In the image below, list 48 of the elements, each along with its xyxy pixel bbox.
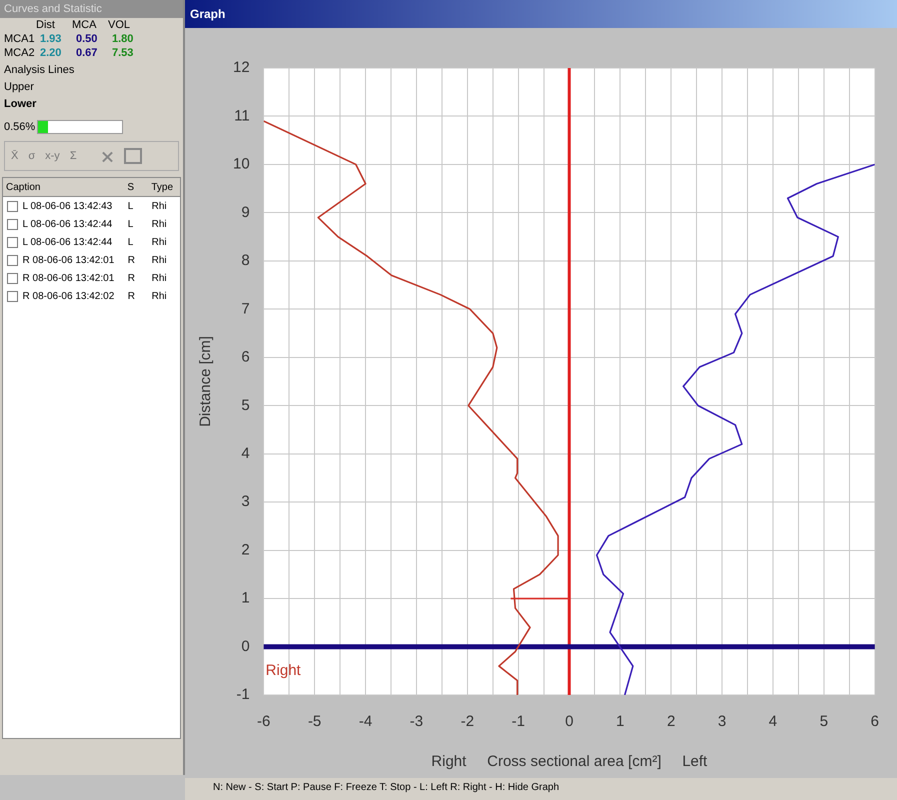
text: R 08-06-06 13:42:01 R Rhi bbox=[22, 254, 167, 266]
text: Upper bbox=[3, 80, 35, 94]
y-tick-label: -1 bbox=[236, 686, 250, 704]
text: R 08-06-06 13:42:02 R Rhi bbox=[22, 290, 167, 302]
text: Lower bbox=[3, 97, 38, 111]
y-tick-label: 5 bbox=[241, 396, 250, 414]
x-tick-label: 4 bbox=[768, 713, 778, 730]
x-tick-label: 5 bbox=[820, 713, 828, 730]
x-tick-label: 3 bbox=[718, 713, 726, 730]
text: X̄ σ x-y Σ bbox=[11, 150, 77, 162]
y-tick-label: 4 bbox=[241, 444, 250, 462]
y-tick-label: 12 bbox=[232, 59, 250, 76]
y-tick-label: 2 bbox=[241, 541, 250, 558]
y-tick-label: 9 bbox=[241, 204, 250, 221]
text: MCA2 2.20 0.67 7.53 bbox=[4, 47, 134, 59]
x-axis-title: Right Cross sectional area [cm²] Left bbox=[431, 753, 708, 770]
y-tick-label: 10 bbox=[232, 156, 250, 173]
x-tick-label: 1 bbox=[616, 713, 624, 730]
text: MCA1 1.93 0.50 1.80 bbox=[4, 33, 134, 45]
text: Analysis Lines bbox=[3, 63, 76, 77]
y-axis-title: Distance [cm] bbox=[197, 336, 214, 427]
text: L 08-06-06 13:42:44 L Rhi bbox=[22, 236, 167, 248]
text: Dist MCA VOL bbox=[36, 19, 130, 31]
x-tick-label: -5 bbox=[308, 713, 322, 730]
text: Curves and Statistic bbox=[0, 0, 183, 18]
y-tick-label: 7 bbox=[241, 300, 250, 318]
x-tick-label: -1 bbox=[512, 713, 525, 730]
x-tick-label: -2 bbox=[460, 713, 474, 730]
x-tick-label: -6 bbox=[257, 713, 270, 730]
text: L 08-06-06 13:42:43 L Rhi bbox=[22, 200, 167, 212]
text: N: New - S: Start P: Pause F: Freeze T: Stop - L: Left R: Right - H: Hide Graph bbox=[213, 782, 560, 793]
chart-title: Graph bbox=[185, 0, 897, 28]
y-tick-label: 3 bbox=[241, 493, 250, 510]
text: Caption S Type bbox=[6, 182, 174, 192]
x-tick-label: 0 bbox=[565, 713, 574, 730]
y-tick-label: 0 bbox=[241, 638, 250, 655]
annotation: Right bbox=[266, 662, 302, 680]
text: L 08-06-06 13:42:44 L Rhi bbox=[22, 218, 167, 230]
y-tick-label: 1 bbox=[241, 590, 250, 607]
x-tick-label: 6 bbox=[870, 713, 879, 730]
y-tick-label: 6 bbox=[241, 348, 250, 366]
text: R 08-06-06 13:42:01 R Rhi bbox=[22, 272, 167, 284]
x-tick-label: -4 bbox=[358, 713, 372, 730]
y-tick-label: 8 bbox=[241, 252, 250, 270]
text: 0.56% bbox=[4, 121, 36, 133]
x-tick-label: -3 bbox=[410, 713, 424, 730]
y-tick-label: 11 bbox=[234, 107, 250, 124]
x-tick-label: 2 bbox=[666, 713, 676, 730]
